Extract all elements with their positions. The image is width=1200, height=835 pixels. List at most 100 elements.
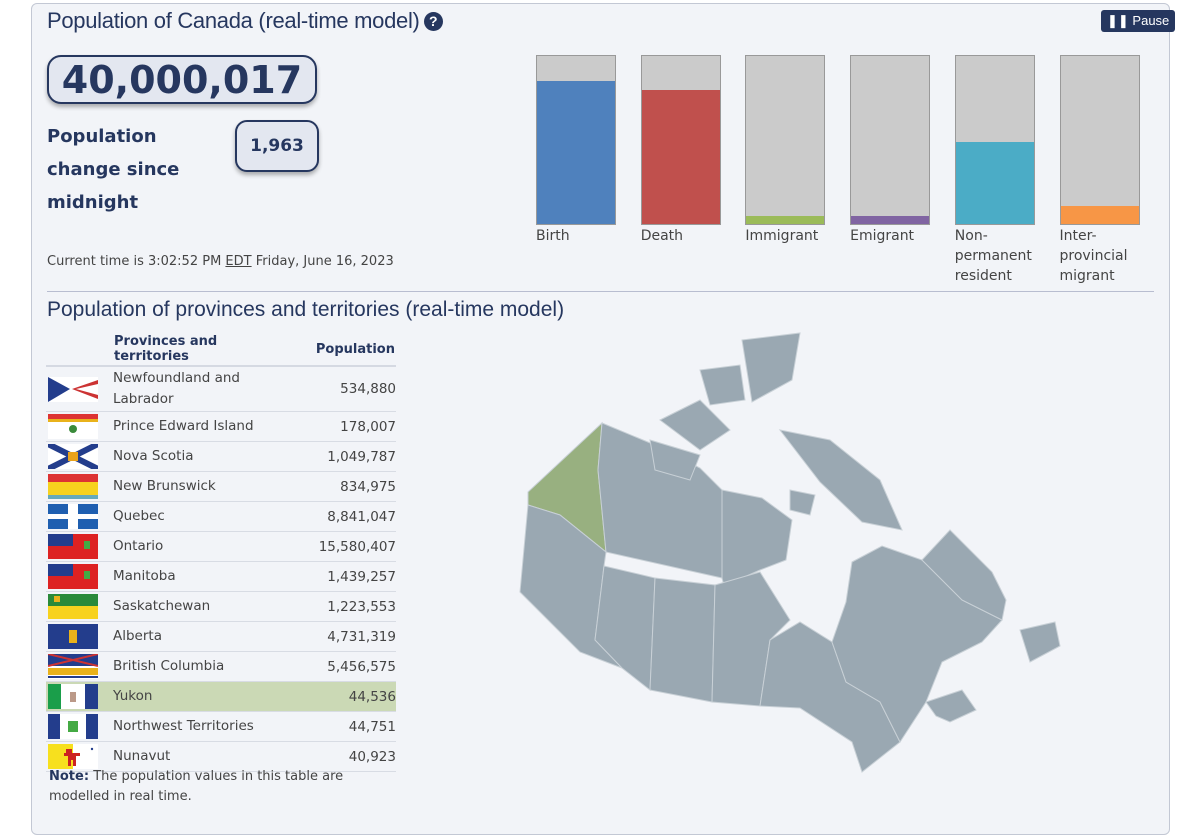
- province-population: 1,049,787: [293, 441, 396, 472]
- bar-fill: [851, 215, 930, 224]
- flag-icon: [46, 651, 113, 682]
- table-row[interactable]: Alberta 4,731,319: [46, 621, 396, 652]
- bar-label: Inter- provincial migrant: [1059, 228, 1128, 284]
- region-saskatchewan[interactable]: [649, 577, 716, 703]
- province-population: 44,751: [293, 711, 396, 742]
- question-circle-icon[interactable]: ?: [423, 12, 443, 31]
- note-text: The population values in this table are …: [49, 769, 344, 804]
- table-row[interactable]: Northwest Territories 44,751: [46, 711, 396, 742]
- province-name: Manitoba: [113, 561, 293, 592]
- bar-label: Death: [640, 228, 684, 244]
- province-name: British Columbia: [113, 651, 293, 682]
- province-population: 834,975: [293, 471, 396, 502]
- bar-label: Birth: [536, 228, 570, 244]
- time-prefix: Current time is 3:02:52 PM: [47, 254, 222, 269]
- table-row[interactable]: Yukon 44,536: [46, 681, 396, 712]
- province-population: 40,923: [293, 741, 396, 772]
- bar-fill: [746, 215, 825, 224]
- flag-icon: [46, 531, 113, 562]
- canada-map[interactable]: [500, 320, 1080, 790]
- province-name: New Brunswick: [113, 471, 293, 502]
- name-header: Provinces and territories: [113, 333, 293, 367]
- province-name: Quebec: [113, 501, 293, 532]
- change-label: Population change since midnight: [47, 126, 180, 213]
- bar-birth: [536, 55, 616, 225]
- province-population: 1,223,553: [293, 591, 396, 622]
- population-counter: 40,000,017: [47, 55, 317, 104]
- date: Friday, June 16, 2023: [255, 254, 394, 269]
- province-population: 8,841,047: [293, 501, 396, 532]
- province-name: Newfoundland and Labrador: [113, 366, 293, 412]
- flag-icon: [46, 741, 113, 772]
- region-arctic-island[interactable]: [659, 399, 731, 451]
- region-nunavut[interactable]: [721, 489, 793, 587]
- province-population: 534,880: [293, 366, 396, 412]
- table-row[interactable]: Quebec 8,841,047: [46, 501, 396, 532]
- province-name: Nunavut: [113, 741, 293, 772]
- page-title: Population of Canada (real-time model)?: [47, 8, 443, 34]
- bar-fill: [955, 141, 1034, 224]
- flag-icon: [46, 591, 113, 622]
- province-name: Saskatchewan: [113, 591, 293, 622]
- flag-icon: [46, 501, 113, 532]
- table-note: Note: The population values in this tabl…: [49, 767, 379, 807]
- region-maritimes[interactable]: [925, 689, 977, 723]
- flag-icon: [46, 441, 113, 472]
- flag-icon: [46, 561, 113, 592]
- provinces-table: Provinces and territories Population New…: [46, 333, 396, 772]
- table-row[interactable]: Manitoba 1,439,257: [46, 561, 396, 592]
- current-time: Current time is 3:02:52 PM EDT Friday, J…: [47, 254, 394, 269]
- table-row[interactable]: British Columbia 5,456,575: [46, 651, 396, 682]
- table-row[interactable]: Ontario 15,580,407: [46, 531, 396, 562]
- region-arctic-island[interactable]: [699, 364, 746, 406]
- bar-non-permanent-resident: [954, 55, 1035, 225]
- bar-fill: [537, 81, 615, 224]
- bar-label: Immigrant: [745, 228, 819, 244]
- flag-icon: [46, 366, 113, 412]
- flag-icon: [46, 681, 113, 712]
- flag-header: [46, 333, 113, 367]
- flag-icon: [46, 711, 113, 742]
- province-population: 178,007: [293, 411, 396, 442]
- table-row[interactable]: New Brunswick 834,975: [46, 471, 396, 502]
- flag-icon: [46, 621, 113, 652]
- table-row[interactable]: Newfoundland and Labrador 534,880: [46, 366, 396, 412]
- region-ellesmere-island[interactable]: [741, 332, 801, 403]
- note-label: Note:: [49, 769, 90, 784]
- flag-icon: [46, 471, 113, 502]
- region-quebec[interactable]: [831, 545, 1003, 744]
- bar-label: Emigrant: [850, 228, 915, 244]
- population-header: Population: [293, 333, 396, 367]
- region-victoria-island[interactable]: [649, 439, 701, 481]
- province-name: Alberta: [113, 621, 293, 652]
- province-population: 4,731,319: [293, 621, 396, 652]
- provinces-title: Population of provinces and territories …: [47, 298, 565, 321]
- bar-immigrant: [745, 55, 826, 225]
- table-row[interactable]: Nunavut 40,923: [46, 741, 396, 772]
- pause-label: Pause: [1132, 13, 1170, 28]
- province-name: Nova Scotia: [113, 441, 293, 472]
- region-southampton-island[interactable]: [789, 489, 816, 516]
- bar-emigrant: [850, 55, 931, 225]
- bar-label: Non- permanent resident: [954, 228, 1032, 284]
- divider: [47, 291, 1154, 292]
- bar-death: [640, 55, 721, 225]
- table-row[interactable]: Saskatchewan 1,223,553: [46, 591, 396, 622]
- region-newfoundland-and-labrador[interactable]: [921, 529, 1007, 621]
- timezone: EDT: [225, 254, 252, 269]
- bar-inter-provincial-migrant: [1059, 55, 1140, 225]
- region-alberta[interactable]: [594, 565, 656, 691]
- flag-icon: [46, 411, 113, 442]
- bar-fill: [641, 89, 720, 224]
- pause-icon: ❚❚: [1107, 13, 1129, 28]
- table-row[interactable]: Nova Scotia 1,049,787: [46, 441, 396, 472]
- title-text: Population of Canada (real-time model): [47, 8, 420, 33]
- province-population: 15,580,407: [293, 531, 396, 562]
- province-name: Prince Edward Island: [113, 411, 293, 442]
- province-population: 44,536: [293, 681, 396, 712]
- region-newfoundland-island[interactable]: [1019, 621, 1061, 663]
- region-baffin-island[interactable]: [778, 429, 903, 531]
- pause-button[interactable]: ❚❚ Pause: [1101, 10, 1176, 32]
- bar-fill: [1060, 205, 1139, 224]
- table-row[interactable]: Prince Edward Island 178,007: [46, 411, 396, 442]
